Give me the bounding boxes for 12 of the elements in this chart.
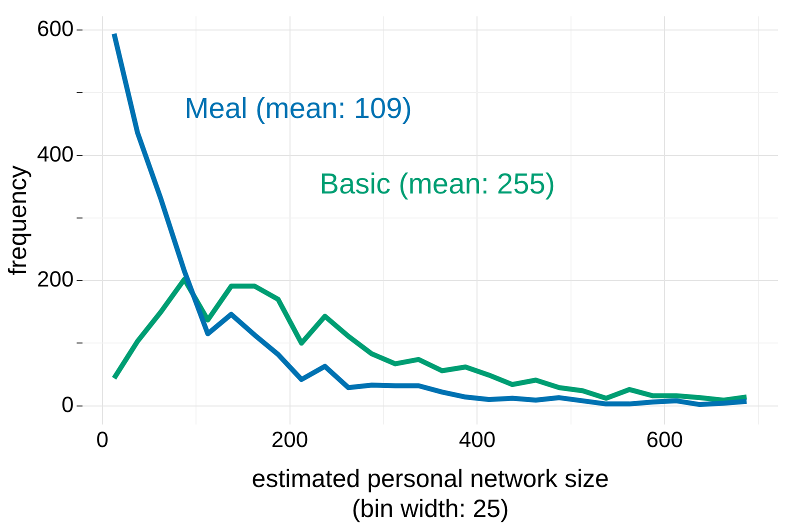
y-tick-label: 600: [36, 16, 74, 42]
y-axis-title: frequency: [4, 165, 32, 276]
x-axis-title: estimated personal network size (bin width: 25): [252, 464, 609, 523]
y-tick-label: 0: [61, 392, 74, 417]
x-tick-label: 600: [646, 426, 683, 452]
series-label: Meal (mean: 109): [184, 93, 412, 126]
x-tick-label: 0: [96, 426, 109, 452]
text: Basic (mean: 255): [320, 168, 555, 201]
x-tick-label: 400: [458, 426, 496, 452]
x-tick-label: 200: [271, 426, 308, 452]
y-tick-label: 400: [36, 141, 74, 166]
y-tick-label: 200: [36, 266, 74, 292]
